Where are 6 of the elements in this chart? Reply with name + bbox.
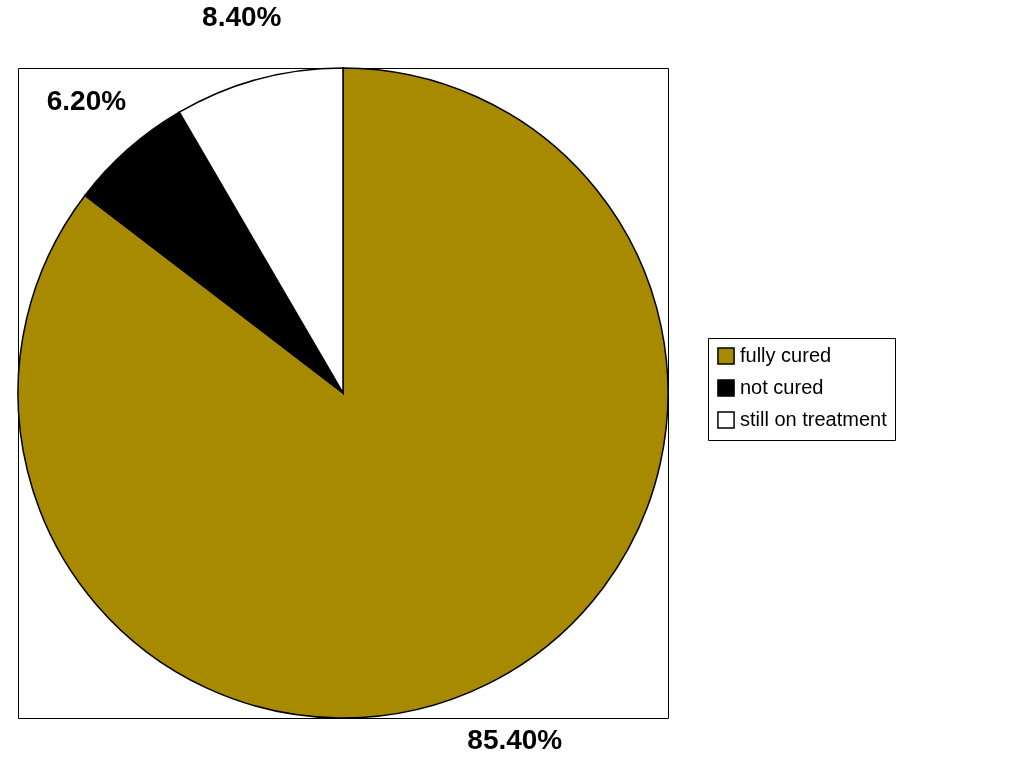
- data-label: 85.40%: [467, 723, 563, 755]
- legend-label: still on treatment: [740, 408, 888, 430]
- data-label: 8.40%: [202, 1, 282, 33]
- legend-label: fully cured: [740, 344, 832, 366]
- legend-label: not cured: [740, 376, 824, 398]
- data-label: 6.20%: [46, 84, 127, 116]
